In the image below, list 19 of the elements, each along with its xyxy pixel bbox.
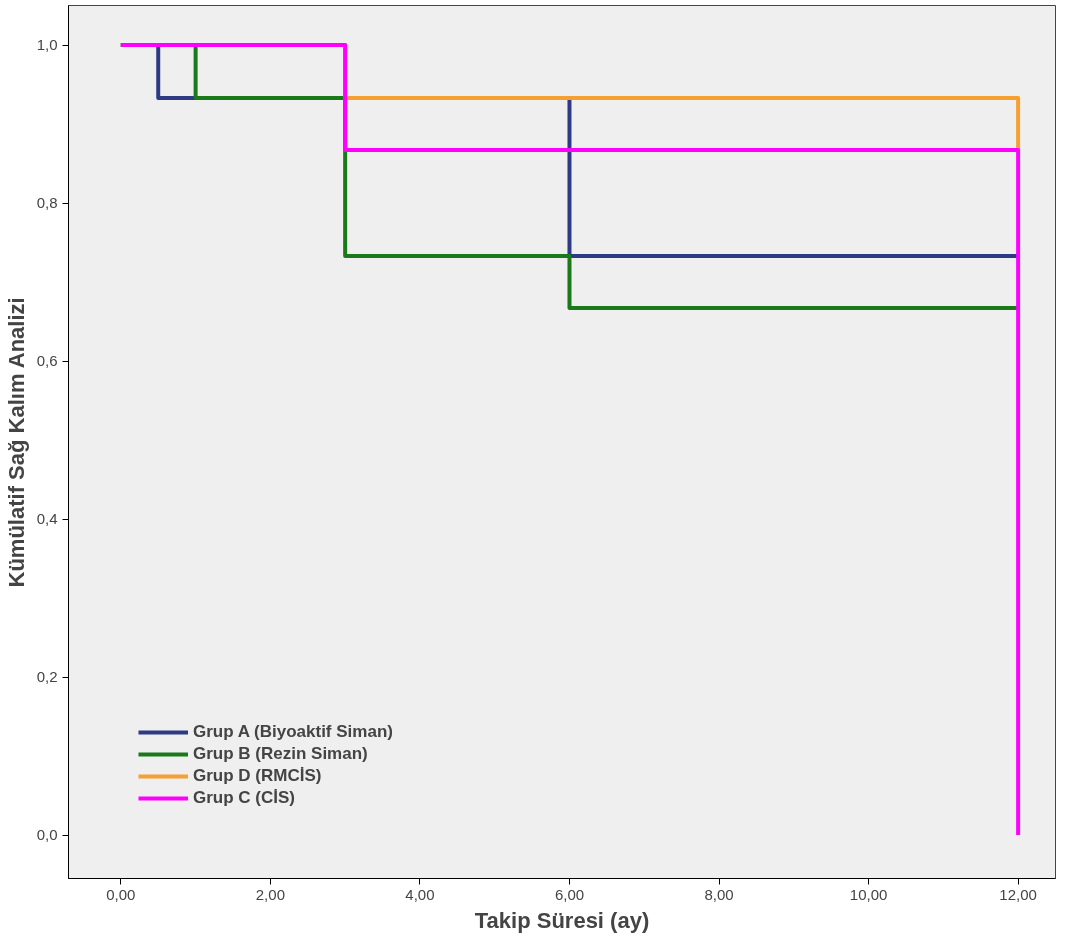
legend-label: Grup C (CİS) bbox=[193, 788, 295, 808]
x-tick-label: 0,00 bbox=[106, 885, 136, 903]
legend-label: Grup D (RMCİS) bbox=[193, 766, 322, 786]
x-tick-label: 8,00 bbox=[704, 885, 734, 903]
y-tick-label: 1,0 bbox=[36, 36, 58, 53]
y-axis-title: Kümülatif Sağ Kalım Analizi bbox=[3, 297, 29, 588]
y-tick-label: 0,8 bbox=[36, 194, 58, 212]
x-tick-label: 2,00 bbox=[255, 885, 285, 903]
x-tick-label: 12,00 bbox=[999, 885, 1037, 903]
y-tick-label: 0,4 bbox=[36, 510, 58, 528]
legend-label: Grup A (Biyoaktif Siman) bbox=[193, 722, 393, 742]
x-axis-title: Takip Süresi (ay) bbox=[474, 907, 650, 933]
x-tick-label: 6,00 bbox=[554, 885, 585, 903]
x-tick-label: 4,00 bbox=[405, 885, 435, 903]
x-tick-label: 10,00 bbox=[849, 885, 888, 903]
y-tick-label: 0,0 bbox=[36, 826, 58, 844]
y-tick-label: 0,2 bbox=[36, 668, 58, 686]
y-tick-label: 0,6 bbox=[36, 352, 58, 370]
legend-label: Grup B (Rezin Siman) bbox=[193, 744, 368, 764]
